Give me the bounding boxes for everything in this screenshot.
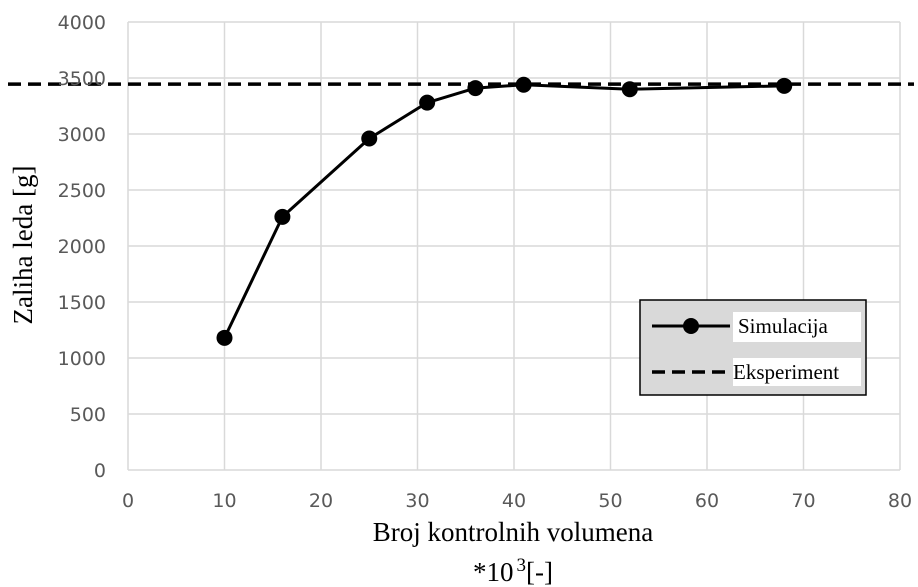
legend-label-simulacija: Simulacija: [738, 314, 828, 338]
x-axis-unit: *10 3[-]: [473, 555, 553, 587]
x-axis-title: Broj kontrolnih volumena: [373, 517, 653, 547]
x-tick-label: 20: [309, 490, 333, 512]
y-tick-label: 500: [70, 404, 106, 426]
simulacija-point: [467, 80, 484, 97]
y-axis-title: Zaliha leda [g]: [8, 166, 38, 325]
legend-label-eksperiment: Eksperiment: [733, 360, 839, 384]
y-tick-labels: 0 500 1000 1500 2000 2500 3000 3500 4000: [58, 12, 106, 482]
x-tick-label: 50: [598, 490, 622, 512]
simulacija-point: [216, 329, 233, 346]
y-tick-label: 0: [94, 460, 106, 482]
y-tick-label: 2500: [58, 180, 106, 202]
simulacija-point: [361, 130, 378, 147]
x-tick-labels: 0 10 20 30 40 50 60 70 80: [122, 490, 912, 512]
axes: [127, 22, 900, 471]
simulacija-point: [515, 76, 532, 93]
x-tick-label: 10: [212, 490, 236, 512]
x-tick-label: 70: [791, 490, 815, 512]
simulacija-point: [621, 81, 638, 98]
x-tick-label: 30: [405, 490, 429, 512]
x-tick-label: 0: [122, 490, 134, 512]
legend-label-bg-eksperiment: [733, 358, 861, 386]
x-tick-label: 80: [888, 490, 912, 512]
simulacija-line: [223, 83, 785, 339]
x-tick-label: 40: [502, 490, 526, 512]
x-axis-unit-base: *10: [473, 557, 514, 587]
y-tick-label: 3000: [58, 124, 106, 146]
x-axis-unit-exponent: 3: [517, 555, 527, 576]
simulacija-series: [216, 76, 793, 346]
y-tick-label: 1500: [58, 292, 106, 314]
legend-marker-simulacija: [683, 318, 699, 334]
y-tick-label: 4000: [58, 12, 106, 34]
x-axis-unit-suffix: [-]: [526, 557, 553, 587]
y-tick-label: 3500: [58, 68, 106, 90]
y-tick-label: 2000: [58, 236, 106, 258]
simulacija-point: [419, 94, 436, 111]
x-tick-label: 60: [695, 490, 719, 512]
simulacija-point: [776, 77, 793, 94]
legend-label-bg-simulacija: [733, 312, 861, 342]
y-tick-label: 1000: [58, 348, 106, 370]
simulacija-point: [274, 208, 291, 225]
legend: Simulacija Eksperiment: [639, 299, 867, 396]
